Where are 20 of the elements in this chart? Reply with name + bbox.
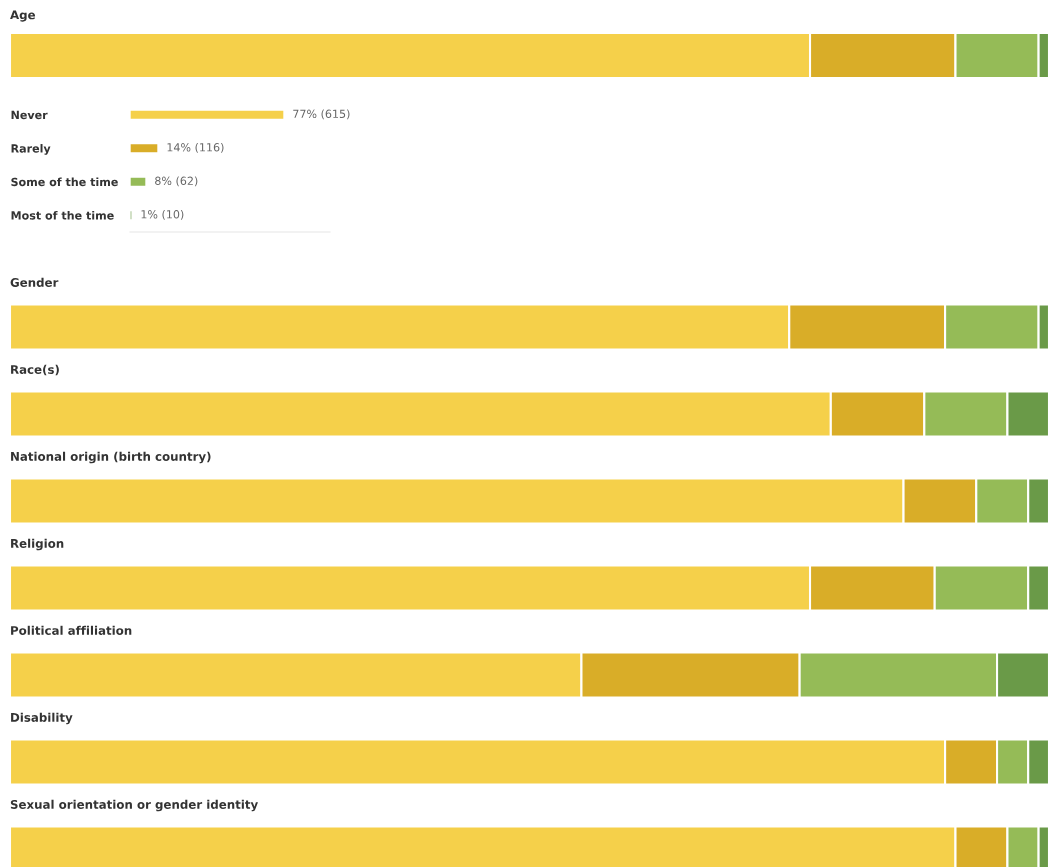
data-label: 77% (615) (293, 109, 350, 120)
data-label: 8% (62) (155, 176, 198, 187)
bar (130, 176, 147, 188)
bar (130, 109, 285, 121)
y-tick-label: Never (11, 110, 48, 120)
y-tick-label: Sexual orientation or gender identity (10, 799, 258, 812)
y-tick-label: National origin (birth country) (11, 451, 211, 464)
y-tick-label: Gender (10, 277, 59, 287)
y-tick-label: Disability (11, 712, 73, 725)
y-tick-label: Political affiliation (11, 625, 132, 635)
bar (130, 209, 133, 221)
y-tick-label: Religion (11, 538, 64, 551)
data-label: 1% (10) (141, 209, 184, 220)
chart-title: Age (10, 10, 36, 22)
y-tick-label: Rarely (11, 144, 51, 155)
y-tick-label: Most of the time (11, 211, 114, 220)
bar (130, 142, 159, 154)
data-label: 14% (116) (167, 142, 224, 153)
y-tick-label: Race(s) (11, 364, 59, 376)
y-tick-label: Some of the time (11, 177, 118, 187)
